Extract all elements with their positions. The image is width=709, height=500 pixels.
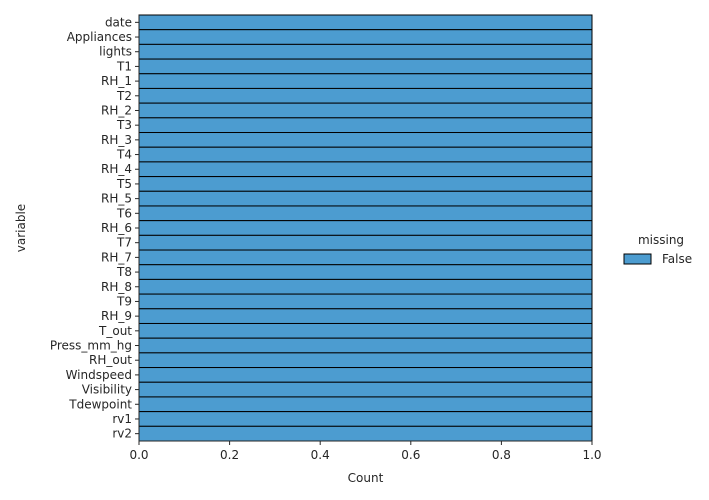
y-tick-label: RH_6 bbox=[101, 221, 132, 235]
y-tick-label: T2 bbox=[116, 89, 132, 103]
bar-Visibility bbox=[138, 381, 593, 398]
bar-T8 bbox=[138, 264, 593, 280]
y-tick-label: T_out bbox=[98, 324, 132, 338]
y-tick-label: T7 bbox=[116, 236, 132, 250]
y-tick-label: RH_7 bbox=[101, 250, 132, 264]
y-tick-label: Appliances bbox=[67, 30, 132, 44]
legend: missing False bbox=[623, 233, 692, 266]
y-tick-label: T1 bbox=[116, 59, 132, 73]
bar-date bbox=[138, 14, 593, 31]
y-axis-ticks: dateApplianceslightsT1RH_1T2RH_2T3RH_3T4… bbox=[50, 15, 139, 441]
bar-T7 bbox=[138, 234, 593, 251]
y-tick-label: rv1 bbox=[112, 412, 132, 426]
y-tick-label: RH_4 bbox=[101, 162, 132, 176]
bar-T4 bbox=[138, 146, 593, 163]
bar-T3 bbox=[138, 117, 593, 134]
y-tick-label: Visibility bbox=[82, 383, 132, 397]
y-tick-label: T5 bbox=[116, 177, 132, 191]
bar-Windspeed bbox=[138, 367, 593, 383]
y-axis-title: variable bbox=[14, 204, 28, 252]
y-tick-label: RH_out bbox=[89, 353, 132, 367]
y-tick-label: lights bbox=[99, 45, 132, 59]
y-tick-label: RH_9 bbox=[101, 309, 132, 323]
x-axis-ticks: 0.0 0.2 0.4 0.6 0.8 1.0 bbox=[129, 441, 602, 462]
bar-lights bbox=[138, 43, 593, 60]
x-tick-label: 0.4 bbox=[311, 448, 330, 462]
bar-RH_6 bbox=[138, 220, 593, 236]
legend-label-false: False bbox=[662, 252, 692, 266]
y-tick-label: T6 bbox=[116, 206, 132, 220]
x-tick-label: 0.8 bbox=[492, 448, 511, 462]
bars-group bbox=[138, 14, 593, 442]
bar-T_out bbox=[138, 322, 593, 339]
bar-RH_4 bbox=[138, 161, 593, 178]
bar-Tdewpoint bbox=[138, 396, 593, 413]
bar-rv1 bbox=[138, 411, 593, 427]
x-axis-title: Count bbox=[348, 471, 384, 485]
y-tick-label: RH_5 bbox=[101, 192, 132, 206]
bar-RH_9 bbox=[138, 308, 593, 324]
bar-T1 bbox=[138, 58, 593, 75]
legend-swatch-false bbox=[623, 253, 652, 265]
legend-title: missing bbox=[638, 233, 684, 247]
bar-RH_5 bbox=[138, 190, 593, 207]
y-tick-label: T4 bbox=[116, 148, 132, 162]
bar-RH_out bbox=[138, 352, 593, 369]
y-tick-label: T8 bbox=[116, 265, 132, 279]
bar-T9 bbox=[138, 293, 593, 310]
y-tick-label: RH_1 bbox=[101, 74, 132, 88]
bar-T2 bbox=[138, 87, 593, 104]
bar-T6 bbox=[138, 205, 593, 222]
bar-RH_8 bbox=[138, 278, 593, 295]
y-tick-label: RH_8 bbox=[101, 280, 132, 294]
y-tick-label: T9 bbox=[116, 294, 132, 308]
y-tick-label: Tdewpoint bbox=[68, 397, 132, 411]
bar-RH_1 bbox=[138, 73, 593, 89]
bar-Appliances bbox=[138, 29, 593, 45]
bar-rv2 bbox=[138, 425, 593, 442]
bar-RH_2 bbox=[138, 102, 593, 119]
bar-Press_mm_hg bbox=[138, 337, 593, 354]
bar-RH_3 bbox=[138, 132, 593, 148]
bar-T5 bbox=[138, 176, 593, 192]
y-tick-label: RH_2 bbox=[101, 103, 132, 117]
y-tick-label: RH_3 bbox=[101, 133, 132, 147]
y-tick-label: date bbox=[105, 15, 132, 29]
y-tick-label: rv2 bbox=[112, 427, 132, 441]
x-tick-label: 0.0 bbox=[129, 448, 148, 462]
bar-RH_7 bbox=[138, 249, 593, 266]
x-tick-label: 0.2 bbox=[220, 448, 239, 462]
y-tick-label: Windspeed bbox=[66, 368, 132, 382]
x-tick-label: 1.0 bbox=[582, 448, 601, 462]
x-tick-label: 0.6 bbox=[401, 448, 420, 462]
y-tick-label: T3 bbox=[116, 118, 132, 132]
y-tick-label: Press_mm_hg bbox=[50, 339, 132, 353]
